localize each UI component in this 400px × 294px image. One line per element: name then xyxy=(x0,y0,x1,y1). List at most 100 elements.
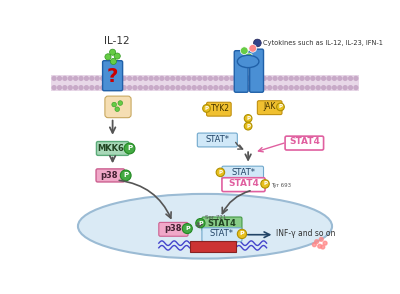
Circle shape xyxy=(128,86,132,90)
Circle shape xyxy=(79,86,83,90)
Circle shape xyxy=(192,86,196,90)
Ellipse shape xyxy=(237,55,259,68)
Circle shape xyxy=(198,86,202,90)
Circle shape xyxy=(311,86,315,90)
Circle shape xyxy=(120,170,131,181)
Bar xyxy=(51,75,359,91)
Circle shape xyxy=(110,59,116,65)
Text: P: P xyxy=(123,172,128,178)
Circle shape xyxy=(245,53,253,61)
Circle shape xyxy=(306,76,309,80)
Circle shape xyxy=(187,76,191,80)
FancyArrowPatch shape xyxy=(222,191,250,213)
Circle shape xyxy=(149,76,153,80)
Circle shape xyxy=(208,86,212,90)
Circle shape xyxy=(284,86,288,90)
Circle shape xyxy=(117,86,121,90)
Circle shape xyxy=(95,86,99,90)
Circle shape xyxy=(343,76,347,80)
Circle shape xyxy=(277,103,284,111)
Circle shape xyxy=(332,86,336,90)
Circle shape xyxy=(254,39,261,47)
FancyBboxPatch shape xyxy=(105,96,131,118)
Circle shape xyxy=(138,86,142,90)
Circle shape xyxy=(257,76,261,80)
Text: STAT*: STAT* xyxy=(205,135,229,144)
Circle shape xyxy=(230,86,234,90)
Circle shape xyxy=(332,76,336,80)
Text: P: P xyxy=(185,226,190,231)
Circle shape xyxy=(160,86,164,90)
Circle shape xyxy=(112,86,115,90)
Circle shape xyxy=(225,76,228,80)
Circle shape xyxy=(321,245,325,249)
Circle shape xyxy=(312,243,316,247)
Circle shape xyxy=(273,86,277,90)
Text: STAT*: STAT* xyxy=(210,229,234,238)
Circle shape xyxy=(338,76,342,80)
FancyBboxPatch shape xyxy=(285,136,324,150)
Circle shape xyxy=(149,86,153,90)
Circle shape xyxy=(122,86,126,90)
Text: P: P xyxy=(263,181,267,186)
Circle shape xyxy=(58,76,61,80)
Circle shape xyxy=(311,76,315,80)
Circle shape xyxy=(115,107,120,111)
Circle shape xyxy=(225,86,228,90)
Circle shape xyxy=(63,86,67,90)
Circle shape xyxy=(338,86,342,90)
Circle shape xyxy=(112,76,115,80)
Circle shape xyxy=(203,76,207,80)
Circle shape xyxy=(327,76,331,80)
Circle shape xyxy=(106,76,110,80)
Circle shape xyxy=(300,86,304,90)
Circle shape xyxy=(315,240,318,243)
Text: P: P xyxy=(246,124,250,129)
Circle shape xyxy=(244,122,252,130)
Circle shape xyxy=(236,86,239,90)
Text: IL-12: IL-12 xyxy=(104,36,129,46)
Circle shape xyxy=(133,76,137,80)
Text: STAT4: STAT4 xyxy=(228,179,259,188)
Circle shape xyxy=(289,86,293,90)
Circle shape xyxy=(295,86,298,90)
Circle shape xyxy=(74,86,78,90)
Circle shape xyxy=(90,76,94,80)
Circle shape xyxy=(118,101,123,105)
Text: Ser 721: Ser 721 xyxy=(205,215,226,220)
Text: STAT4: STAT4 xyxy=(290,137,320,146)
Circle shape xyxy=(219,76,223,80)
FancyBboxPatch shape xyxy=(202,217,242,231)
Circle shape xyxy=(74,76,78,80)
Circle shape xyxy=(208,76,212,80)
Circle shape xyxy=(318,244,322,248)
FancyBboxPatch shape xyxy=(222,166,264,180)
Circle shape xyxy=(327,86,331,90)
Text: Tyr 693: Tyr 693 xyxy=(271,183,291,188)
Circle shape xyxy=(117,76,121,80)
Circle shape xyxy=(262,86,266,90)
FancyBboxPatch shape xyxy=(222,178,265,192)
Bar xyxy=(190,241,236,252)
Circle shape xyxy=(214,76,218,80)
Circle shape xyxy=(154,76,158,80)
FancyBboxPatch shape xyxy=(159,222,188,236)
Circle shape xyxy=(349,76,352,80)
Circle shape xyxy=(138,76,142,80)
Circle shape xyxy=(241,86,245,90)
FancyBboxPatch shape xyxy=(206,102,231,116)
Circle shape xyxy=(160,76,164,80)
Circle shape xyxy=(246,86,250,90)
Circle shape xyxy=(322,76,326,80)
Circle shape xyxy=(203,105,210,112)
Circle shape xyxy=(295,76,298,80)
Circle shape xyxy=(165,86,169,90)
Text: Cytokines such as IL-12, IL-23, IFN-1: Cytokines such as IL-12, IL-23, IFN-1 xyxy=(263,40,383,46)
Text: P: P xyxy=(198,221,203,226)
Circle shape xyxy=(182,76,185,80)
Circle shape xyxy=(110,49,116,55)
Circle shape xyxy=(124,143,135,154)
Text: P: P xyxy=(127,146,132,151)
Circle shape xyxy=(252,76,256,80)
Circle shape xyxy=(198,76,202,80)
